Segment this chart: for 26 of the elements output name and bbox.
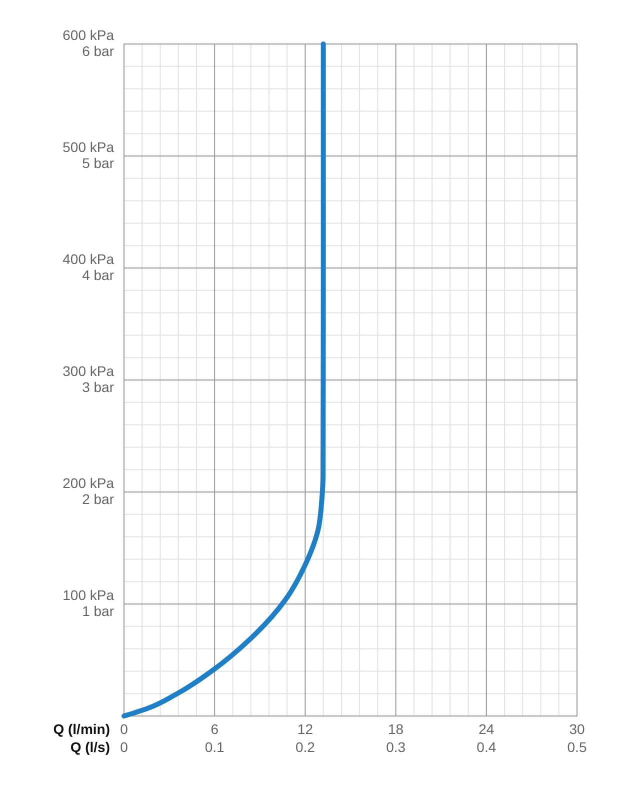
y-tick-label: 300 kPa (62, 363, 114, 379)
x-tick-label: 18 (388, 721, 404, 737)
y-tick-label: 500 kPa (62, 139, 114, 155)
y2-tick-label: 4 bar (82, 267, 114, 283)
y2-tick-label: 3 bar (82, 379, 114, 395)
x2-axis-title: Q (l/s) (70, 739, 110, 755)
x-tick-label: 6 (210, 721, 219, 737)
y2-tick-label: 6 bar (82, 43, 114, 59)
x-axis-title: Q (l/min) (53, 721, 110, 737)
y2-tick-label: 1 bar (82, 603, 114, 619)
y-tick-label: 100 kPa (62, 587, 114, 603)
x-tick-label: 30 (569, 721, 585, 737)
x2-tick-label: 0.4 (476, 739, 496, 755)
x2-tick-label: 0.3 (386, 739, 406, 755)
x-tick-label: 24 (478, 721, 494, 737)
y-tick-label: 200 kPa (62, 475, 114, 491)
x2-tick-label: 0.2 (295, 739, 316, 755)
x2-tick-label: 0.5 (567, 739, 587, 755)
x-tick-label: 0 (120, 721, 128, 737)
y-tick-label: 600 kPa (62, 27, 114, 43)
x2-tick-label: 0 (120, 739, 128, 755)
y2-tick-label: 2 bar (82, 491, 114, 507)
y-tick-label: 400 kPa (62, 251, 114, 267)
y2-tick-label: 5 bar (82, 155, 114, 171)
x-tick-label: 12 (297, 721, 314, 737)
x2-tick-label: 0.1 (204, 739, 225, 755)
